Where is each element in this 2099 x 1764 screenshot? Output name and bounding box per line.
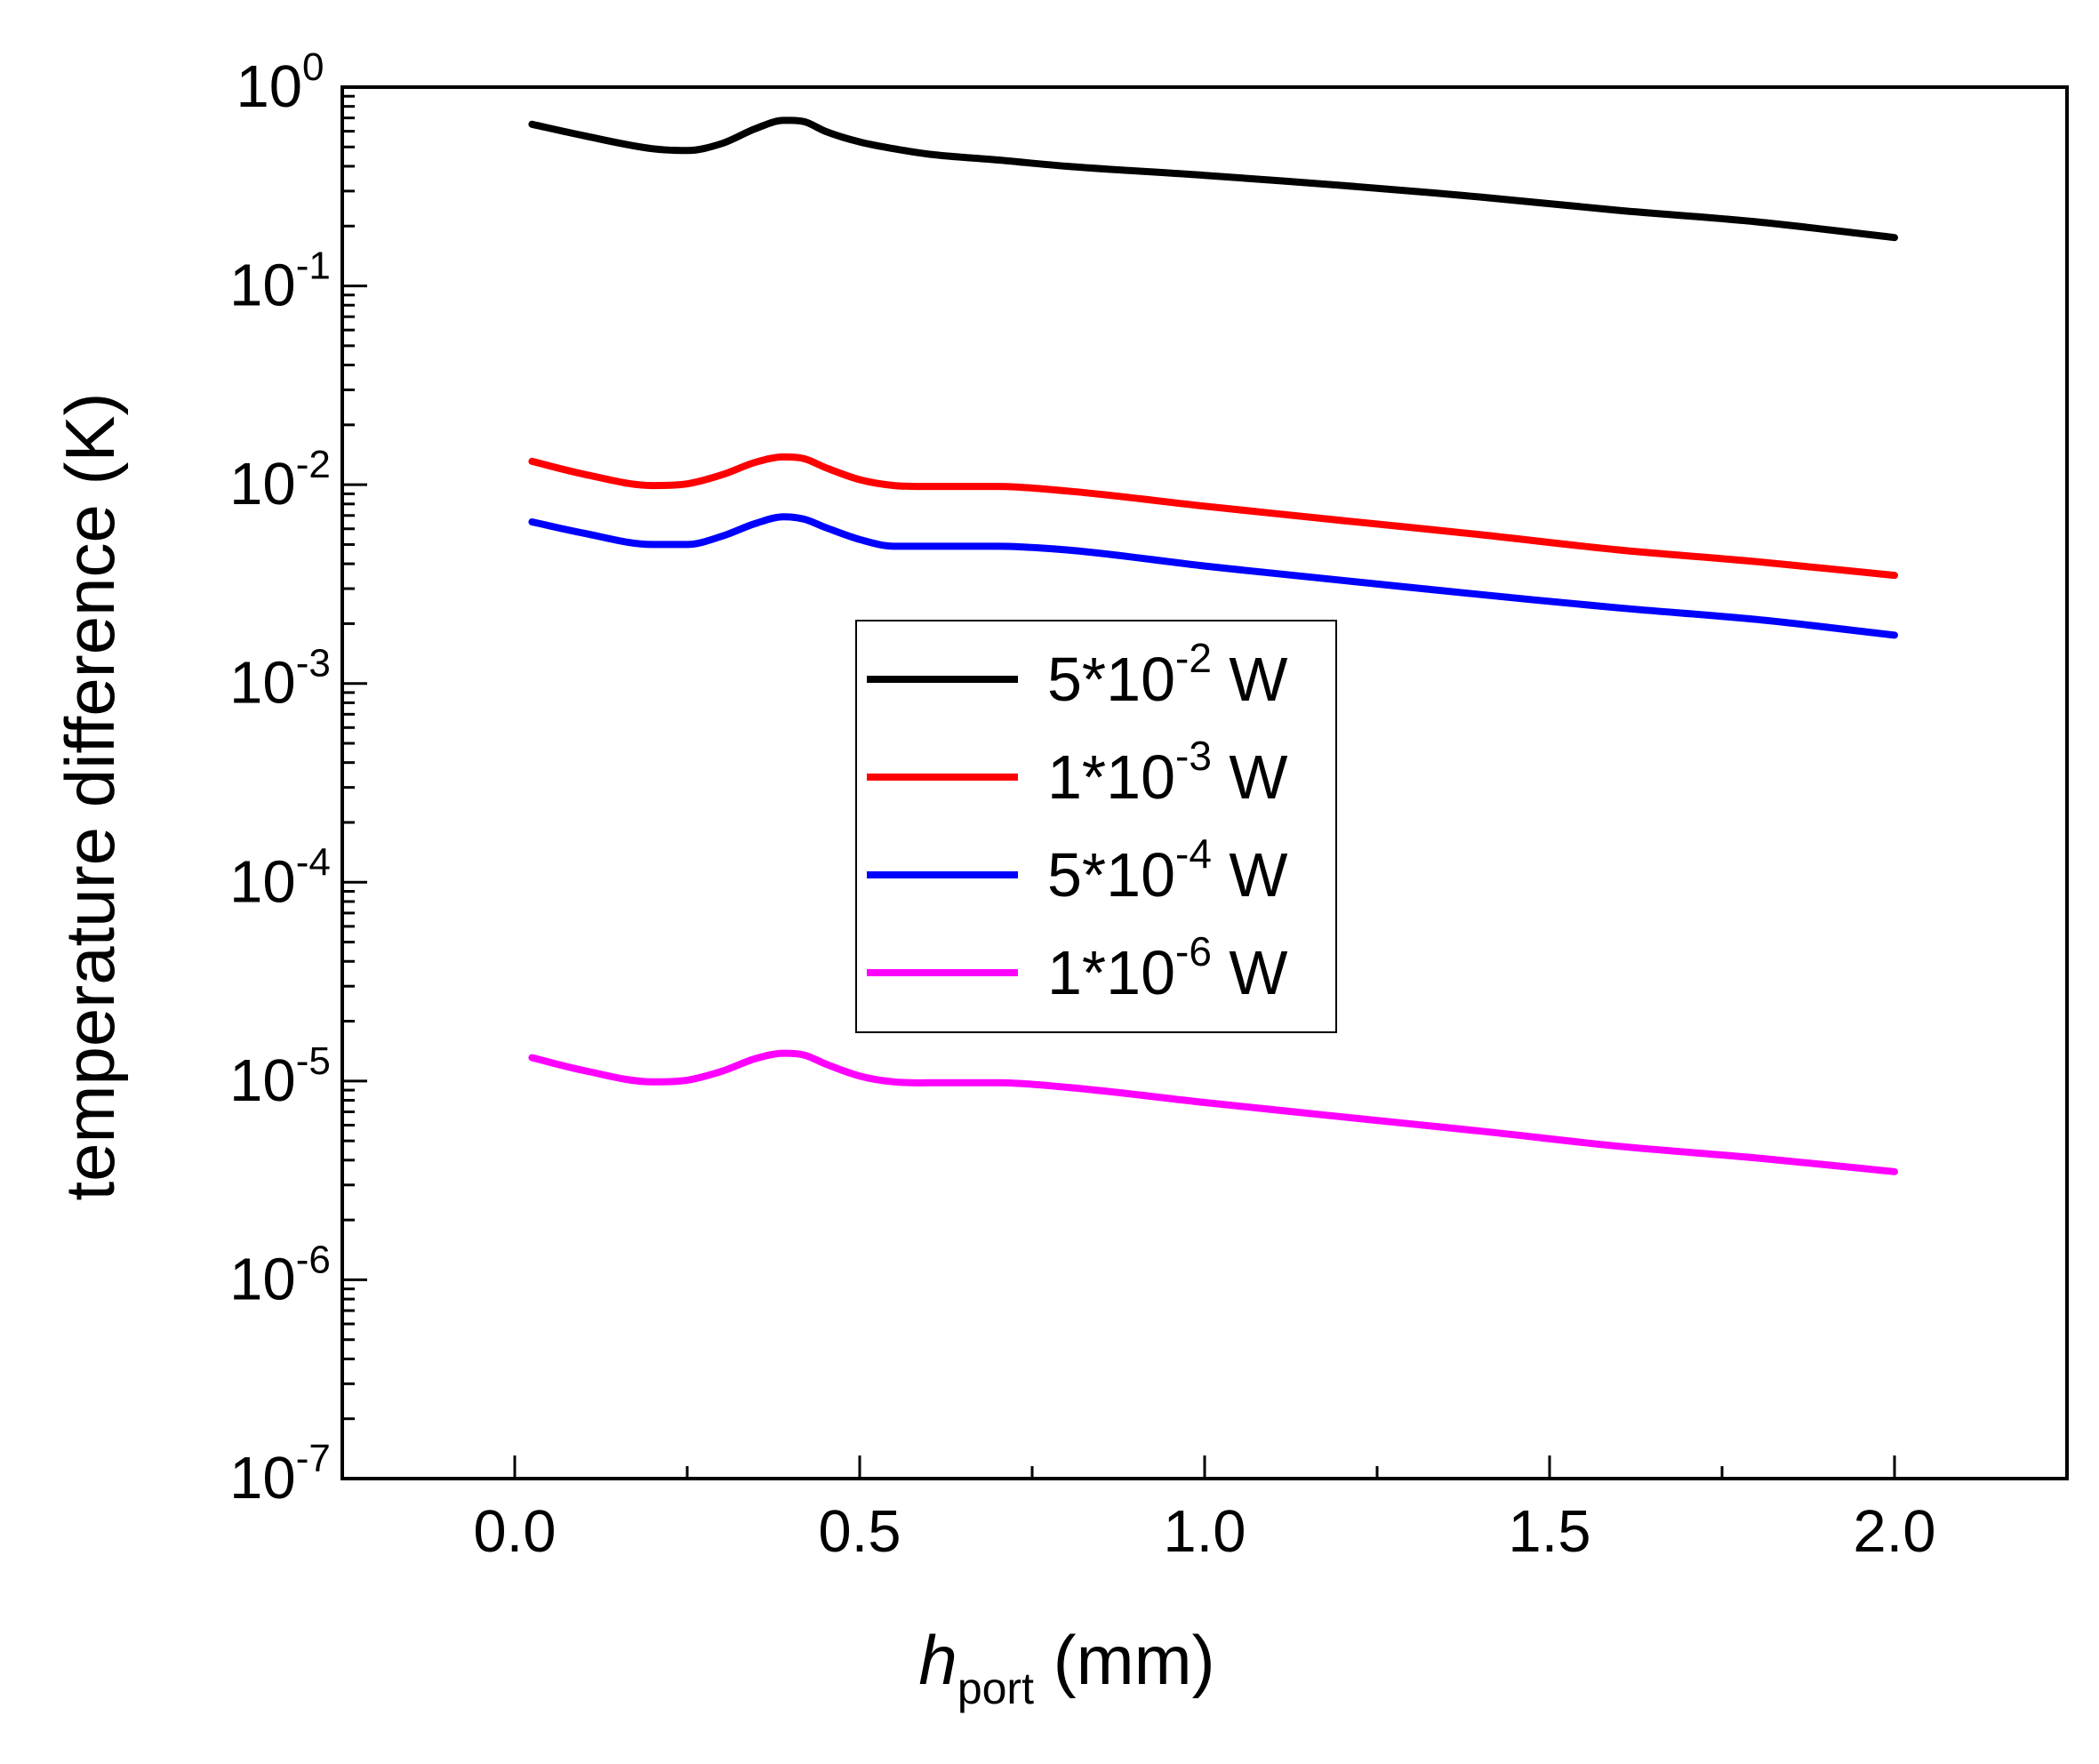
x-tick-label: 1.5 (1508, 1498, 1590, 1565)
tick-labels: 0.0 0.5 1.0 1.5 2.010010-110-210-310-410-510… (229, 45, 1935, 1565)
legend-label-exp: -3 (1175, 733, 1212, 779)
legend-items: 5*10-2 W1*10-3 W5*10-4 W1*10-6 W (867, 635, 1287, 1007)
series-line-2 (528, 453, 1898, 580)
y-tick-exp: -4 (296, 840, 331, 884)
y-tick-exp: -3 (296, 642, 331, 686)
y-tick-base: 10 (229, 1047, 296, 1114)
legend-label-exp: -6 (1175, 928, 1212, 974)
y-axis-title: temperature difference (K) (51, 393, 129, 1201)
legend-label-suffix: W (1212, 840, 1288, 910)
legend-box (855, 620, 1337, 1033)
x-tick-label: 2.0 (1853, 1498, 1935, 1565)
legend-label: 1*10-3 W (1047, 733, 1287, 812)
y-tick-base: 10 (229, 1445, 296, 1511)
x-axis-title: hport (mm) (918, 1621, 1214, 1713)
legend-label-exp: -2 (1175, 635, 1212, 681)
legend-label-suffix: W (1212, 938, 1288, 1007)
y-tick-exp: -5 (296, 1039, 331, 1083)
legend-label: 5*10-4 W (1047, 830, 1287, 910)
x-tick-label: 1.0 (1163, 1498, 1246, 1565)
y-tick-label: 10-1 (229, 245, 331, 319)
y-tick-label: 10-7 (229, 1437, 331, 1511)
series-line-1 (528, 116, 1898, 242)
series-layer (528, 116, 1898, 1175)
y-tick-label: 10-6 (229, 1238, 331, 1312)
series-line-4 (528, 1049, 1898, 1175)
legend-item: 5*10-2 W (867, 635, 1287, 714)
y-tick-exp: -7 (296, 1437, 331, 1480)
series-line-3 (528, 513, 1898, 639)
x-tick-label: 0.0 (473, 1498, 556, 1565)
y-tick-label: 10-2 (229, 443, 331, 517)
legend-item: 1*10-3 W (867, 733, 1287, 812)
major-ticks (342, 85, 1896, 1480)
x-axis-title-unit: (mm) (1034, 1621, 1215, 1699)
x-tick-label: 0.5 (818, 1498, 901, 1565)
y-tick-base: 10 (229, 848, 296, 915)
x-axis-title-sub: port (957, 1664, 1034, 1713)
y-tick-exp: -2 (296, 443, 331, 486)
y-tick-base: 10 (229, 1246, 296, 1312)
legend-item: 5*10-4 W (867, 830, 1287, 910)
y-tick-exp: -1 (296, 245, 331, 288)
y-tick-label: 10-4 (229, 840, 331, 915)
legend-label-prefix: 5*10 (1047, 840, 1175, 910)
legend-label-prefix: 5*10 (1047, 645, 1175, 714)
y-tick-base: 10 (229, 451, 296, 517)
x-axis-title-main: h (918, 1621, 957, 1699)
y-tick-base: 10 (236, 53, 302, 120)
legend-label: 1*10-6 W (1047, 928, 1287, 1007)
legend-label-exp: -4 (1175, 830, 1212, 877)
y-tick-exp: 0 (302, 45, 324, 89)
y-tick-base: 10 (229, 650, 296, 717)
legend-label-suffix: W (1212, 645, 1288, 714)
y-tick-label: 10-5 (229, 1039, 331, 1114)
legend-item: 1*10-6 W (867, 928, 1287, 1007)
y-tick-label: 100 (236, 45, 324, 120)
legend-label-prefix: 1*10 (1047, 742, 1175, 812)
y-tick-exp: -6 (296, 1238, 331, 1281)
legend-label: 5*10-2 W (1047, 635, 1287, 714)
legend: 5*10-2 W1*10-3 W5*10-4 W1*10-6 W (855, 620, 1337, 1033)
y-tick-base: 10 (229, 253, 296, 319)
legend-label-suffix: W (1212, 742, 1288, 812)
y-tick-label: 10-3 (229, 642, 331, 717)
legend-label-prefix: 1*10 (1047, 938, 1175, 1007)
